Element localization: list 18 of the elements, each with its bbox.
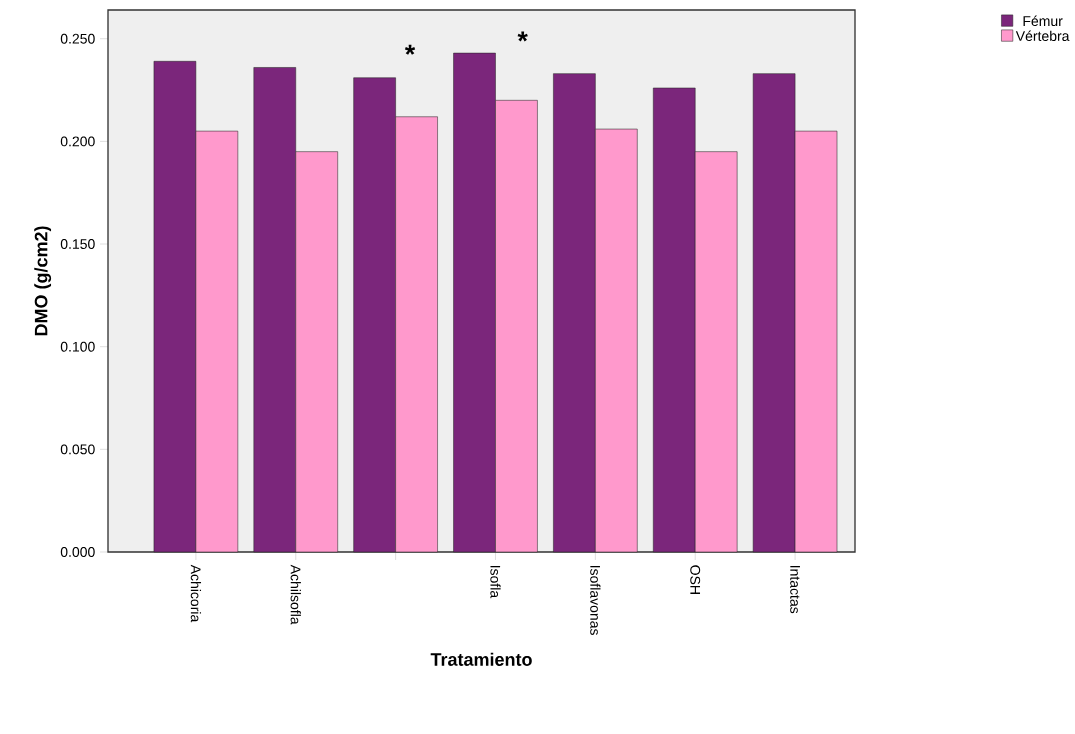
x-tick-label: Achicoria (190, 564, 202, 623)
y-axis-title: DMO (g/cm2) (34, 226, 52, 336)
y-tick-label: 0.250 (60, 33, 95, 44)
x-tick-label: Isofla (490, 565, 501, 599)
y-tick-label: 0.000 (60, 547, 95, 557)
y-tick-label: 0.050 (60, 444, 95, 455)
y-tick-label: 0.100 (60, 341, 95, 352)
x-axis-title: Tratamiento (430, 652, 532, 666)
y-tick-label: 0.150 (60, 239, 95, 249)
x-tick-label: OSH (690, 565, 701, 594)
x-tick-label: Intactas (790, 565, 800, 614)
legend-label: Fémur (1023, 15, 1063, 27)
x-tick-label: Achilsofla (290, 564, 301, 625)
legend-label: Vértebra (1015, 30, 1070, 42)
y-tick-label: 0.200 (60, 136, 95, 147)
annotation: * (517, 31, 528, 42)
annotation: * (404, 44, 416, 55)
x-tick-label: Isoflavonas (590, 565, 601, 635)
